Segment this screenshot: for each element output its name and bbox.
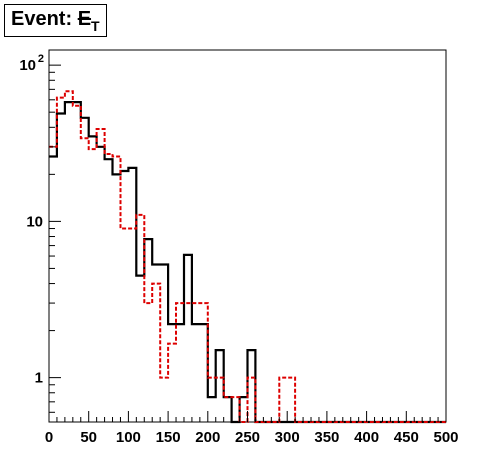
x-tick-label: 100: [116, 429, 141, 446]
x-tick-label: 250: [235, 429, 260, 446]
y-tick-label: 10: [26, 213, 43, 230]
y-tick-exponent: 2: [38, 53, 44, 65]
x-tick-label: 50: [80, 429, 97, 446]
histogram-series-1: [49, 90, 446, 423]
x-tick-label: 500: [433, 429, 458, 446]
x-tick-label: 0: [45, 429, 53, 446]
y-tick-label: 1: [35, 370, 43, 387]
x-tick-label: 150: [156, 429, 181, 446]
chart-title: Event: ET: [11, 8, 100, 34]
title-subscript: T: [91, 17, 100, 34]
x-tick-label: 300: [275, 429, 300, 446]
title-symbol: E: [77, 7, 92, 30]
y-tick-label: 10: [19, 57, 36, 74]
title-prefix: Event:: [11, 7, 78, 30]
chart-title-box: Event: ET: [4, 4, 107, 37]
x-tick-label: 350: [314, 429, 339, 446]
x-tick-label: 450: [394, 429, 419, 446]
x-tick-label: 400: [354, 429, 379, 446]
x-tick-label: 200: [195, 429, 220, 446]
